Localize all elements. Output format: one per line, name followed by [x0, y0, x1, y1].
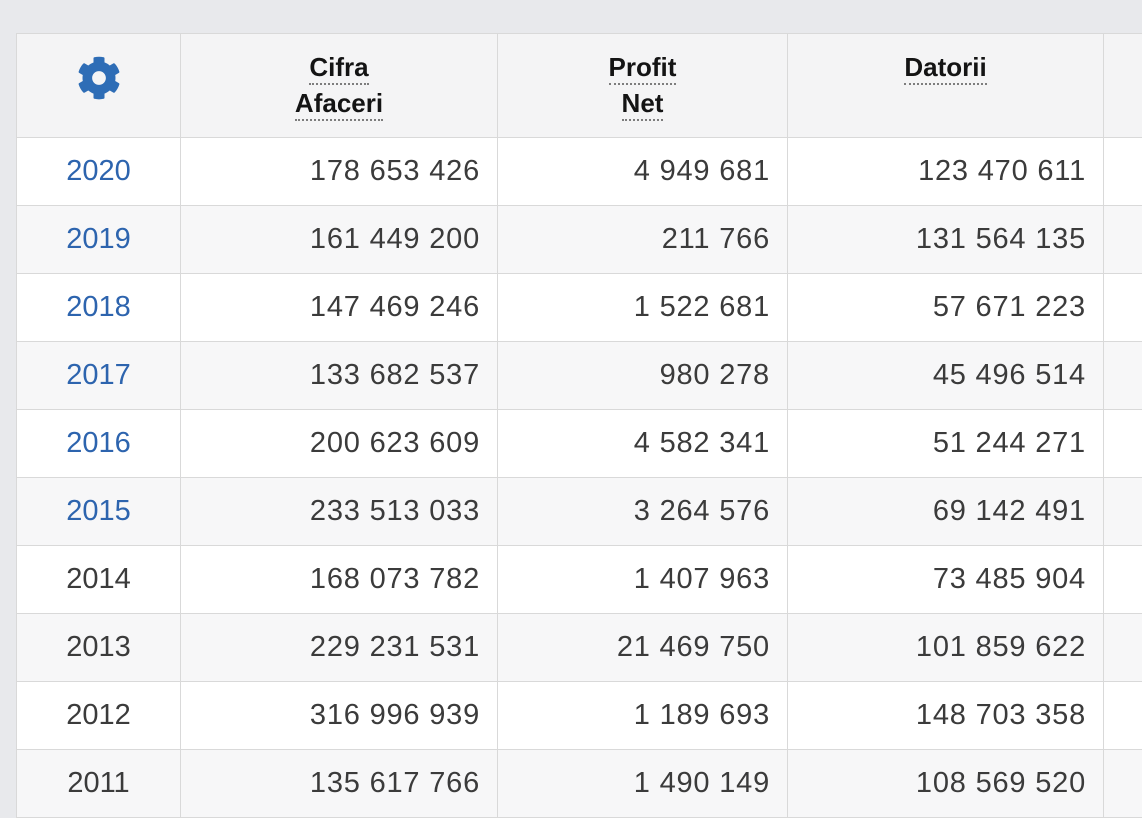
table-row-2018: 2018 147 469 246 1 522 681 57 671 223: [17, 274, 1142, 342]
header-term-datorii[interactable]: Datorii: [904, 52, 986, 85]
cifra-afaceri-value: 233 513 033: [181, 478, 498, 546]
table-row-2014: 2014 168 073 782 1 407 963 73 485 904: [17, 546, 1142, 614]
year-label-2011: 2011: [67, 767, 129, 799]
datorii-value: 101 859 622: [788, 614, 1104, 682]
cifra-afaceri-value: 168 073 782: [181, 546, 498, 614]
financial-history-table: Cifra Afaceri Profit Net Datorii 2020 17…: [16, 33, 1142, 818]
year-link-2019[interactable]: 2019: [66, 223, 131, 255]
year-link-2018[interactable]: 2018: [66, 291, 131, 323]
extra-cell: [1104, 682, 1142, 750]
year-cell: 2014: [17, 546, 181, 614]
table-row-2016: 2016 200 623 609 4 582 341 51 244 271: [17, 410, 1142, 478]
cifra-afaceri-value: 147 469 246: [181, 274, 498, 342]
cifra-afaceri-value: 316 996 939: [181, 682, 498, 750]
settings-header-cell: [17, 34, 181, 138]
year-cell: 2015: [17, 478, 181, 546]
extra-cell: [1104, 206, 1142, 274]
year-label-2012: 2012: [66, 699, 131, 731]
year-link-2020[interactable]: 2020: [66, 155, 131, 187]
extra-cell: [1104, 614, 1142, 682]
datorii-value: 148 703 358: [788, 682, 1104, 750]
profit-net-value: 1 522 681: [498, 274, 788, 342]
header-term-profit[interactable]: Profit: [609, 52, 677, 85]
extra-cell: [1104, 546, 1142, 614]
year-cell: 2017: [17, 342, 181, 410]
header-term-cifra[interactable]: Cifra: [309, 52, 368, 85]
year-label-2013: 2013: [66, 631, 131, 663]
datorii-value: 108 569 520: [788, 750, 1104, 818]
year-link-2015[interactable]: 2015: [66, 495, 131, 527]
profit-net-value: 3 264 576: [498, 478, 788, 546]
extra-cell: [1104, 138, 1142, 206]
table-row-2012: 2012 316 996 939 1 189 693 148 703 358: [17, 682, 1142, 750]
header-extra-column: [1104, 34, 1142, 138]
profit-net-value: 1 189 693: [498, 682, 788, 750]
profit-net-value: 4 949 681: [498, 138, 788, 206]
year-cell: 2020: [17, 138, 181, 206]
datorii-value: 69 142 491: [788, 478, 1104, 546]
header-profit-net: Profit Net: [498, 34, 788, 138]
header-datorii: Datorii: [788, 34, 1104, 138]
year-link-2017[interactable]: 2017: [66, 359, 131, 391]
datorii-value: 73 485 904: [788, 546, 1104, 614]
cifra-afaceri-value: 161 449 200: [181, 206, 498, 274]
cifra-afaceri-value: 135 617 766: [181, 750, 498, 818]
table-row-2017: 2017 133 682 537 980 278 45 496 514: [17, 342, 1142, 410]
cifra-afaceri-value: 178 653 426: [181, 138, 498, 206]
datorii-value: 45 496 514: [788, 342, 1104, 410]
profit-net-value: 21 469 750: [498, 614, 788, 682]
cifra-afaceri-value: 229 231 531: [181, 614, 498, 682]
financial-table-container: Cifra Afaceri Profit Net Datorii 2020 17…: [16, 33, 1142, 818]
datorii-value: 131 564 135: [788, 206, 1104, 274]
profit-net-value: 4 582 341: [498, 410, 788, 478]
year-cell: 2012: [17, 682, 181, 750]
header-term-afaceri[interactable]: Afaceri: [295, 88, 383, 121]
extra-cell: [1104, 478, 1142, 546]
table-row-2020: 2020 178 653 426 4 949 681 123 470 611: [17, 138, 1142, 206]
year-link-2016[interactable]: 2016: [66, 427, 131, 459]
profit-net-value: 980 278: [498, 342, 788, 410]
extra-cell: [1104, 410, 1142, 478]
table-row-2019: 2019 161 449 200 211 766 131 564 135: [17, 206, 1142, 274]
datorii-value: 51 244 271: [788, 410, 1104, 478]
year-label-2014: 2014: [66, 563, 131, 595]
table-row-2013: 2013 229 231 531 21 469 750 101 859 622: [17, 614, 1142, 682]
year-cell: 2011: [17, 750, 181, 818]
gear-icon[interactable]: [77, 56, 121, 100]
profit-net-value: 1 407 963: [498, 546, 788, 614]
datorii-value: 123 470 611: [788, 138, 1104, 206]
year-cell: 2018: [17, 274, 181, 342]
extra-cell: [1104, 750, 1142, 818]
profit-net-value: 211 766: [498, 206, 788, 274]
cifra-afaceri-value: 133 682 537: [181, 342, 498, 410]
year-cell: 2016: [17, 410, 181, 478]
year-cell: 2013: [17, 614, 181, 682]
extra-cell: [1104, 274, 1142, 342]
table-row-2011: 2011 135 617 766 1 490 149 108 569 520: [17, 750, 1142, 818]
table-row-2015: 2015 233 513 033 3 264 576 69 142 491: [17, 478, 1142, 546]
profit-net-value: 1 490 149: [498, 750, 788, 818]
extra-cell: [1104, 342, 1142, 410]
year-cell: 2019: [17, 206, 181, 274]
cifra-afaceri-value: 200 623 609: [181, 410, 498, 478]
header-row: Cifra Afaceri Profit Net Datorii: [17, 34, 1142, 138]
header-cifra-afaceri: Cifra Afaceri: [181, 34, 498, 138]
datorii-value: 57 671 223: [788, 274, 1104, 342]
header-term-net[interactable]: Net: [622, 88, 664, 121]
